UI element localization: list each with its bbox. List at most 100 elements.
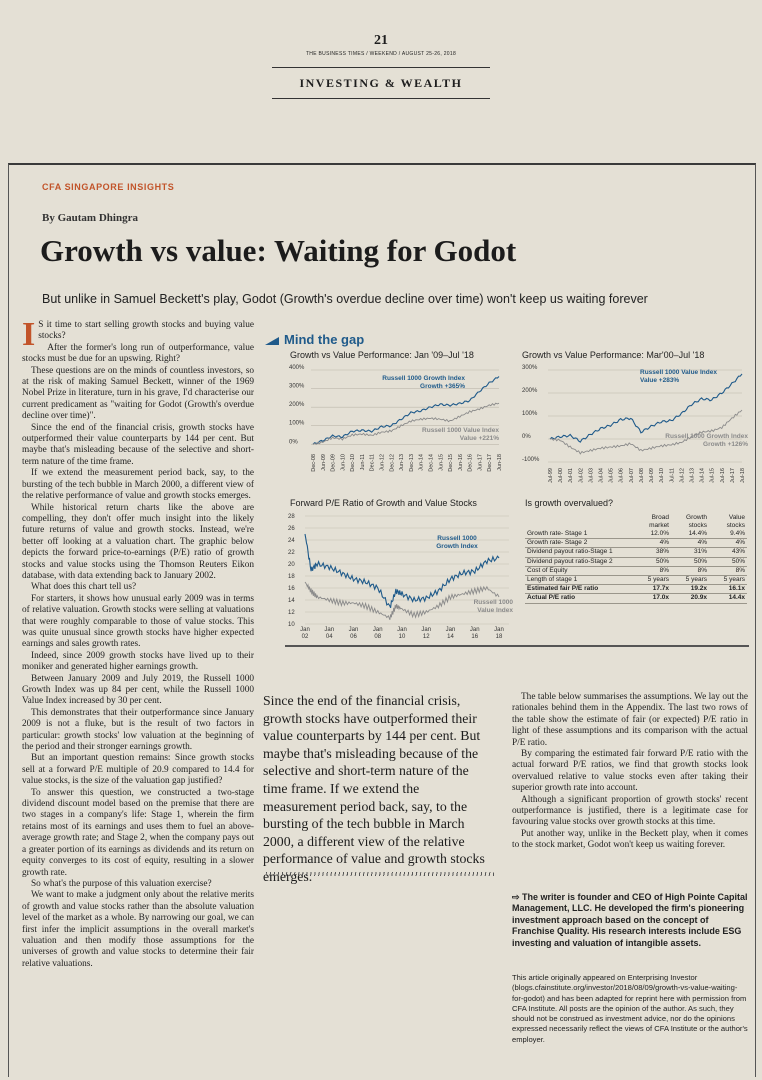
chart-3-svg: 28262422201816141210Jan02Jan04Jan06Jan08… — [288, 514, 513, 640]
series-annotation: Value +221% — [460, 435, 499, 442]
x-tick-label: Jul-11 — [669, 468, 675, 483]
x-tick-label: Jul-16 — [720, 468, 726, 483]
y-tick-label: 22 — [288, 550, 295, 556]
table-cell: 12.0% — [633, 530, 671, 540]
paragraph: This demonstrates that their outperforma… — [22, 707, 254, 753]
series-line-2 — [304, 581, 500, 620]
series-annotation: Growth +126% — [703, 441, 748, 448]
chart-1-title: Growth vs Value Performance: Jan '09–Jul… — [290, 350, 474, 360]
x-tick-label: Dec-15 — [448, 454, 454, 472]
standfirst: But unlike in Samuel Beckett's play, God… — [42, 292, 648, 306]
table-header — [525, 514, 633, 530]
x-tick-label: Jun-14 — [419, 454, 425, 471]
x-tick-label: Jan — [324, 627, 334, 633]
y-tick-label: 100% — [522, 411, 538, 417]
series-line-1 — [312, 376, 500, 445]
table-row-label: Growth rate- Stage 1 — [525, 530, 633, 540]
series-line-1 — [549, 373, 743, 443]
dateline: THE BUSINESS TIMES / WEEKEND / AUGUST 25… — [305, 51, 457, 57]
x-tick-label: 04 — [326, 634, 333, 640]
paragraph: If we extend the measurement period back… — [22, 468, 254, 502]
x-tick-label: 06 — [350, 634, 357, 640]
x-tick-label: Dec-13 — [409, 454, 415, 472]
paragraph: To answer this question, we constructed … — [22, 787, 254, 878]
x-tick-label: Dec-10 — [350, 454, 356, 472]
table-cell: 5 years — [671, 575, 709, 586]
article-frame — [8, 163, 756, 1077]
paragraph: The table below summarises the assumptio… — [512, 692, 748, 748]
table-cell: 8% — [633, 566, 671, 577]
x-tick-label: Jun-17 — [477, 454, 483, 471]
byline: By Gautam Dhingra — [42, 212, 138, 224]
table-cell: 4% — [709, 538, 747, 549]
paragraph: Indeed, since 2009 growth stocks have li… — [22, 650, 254, 673]
paragraph: By comparing the estimated fair forward … — [512, 749, 748, 794]
x-tick-label: 02 — [302, 634, 309, 640]
reprint-note: This article originally appeared on Ente… — [512, 973, 748, 1044]
y-tick-label: -100% — [522, 457, 540, 463]
x-tick-label: Jul-99 — [548, 468, 554, 483]
headline: Growth vs value: Waiting for Godot — [40, 233, 517, 268]
x-tick-label: Jul-13 — [689, 468, 695, 483]
table-cell: 17.7x — [633, 584, 671, 595]
x-tick-label: Jul-07 — [629, 468, 635, 483]
table-row-label: Estimated fair P/E ratio — [525, 584, 633, 595]
section-title: INVESTING & WEALTH — [299, 76, 463, 90]
x-tick-label: Dec-16 — [468, 454, 474, 472]
x-tick-label: Jan — [373, 627, 383, 633]
x-tick-label: Jun-13 — [399, 454, 405, 471]
table-row-label: Dividend payout ratio-Stage 1 — [525, 547, 633, 558]
x-tick-label: Jan — [300, 627, 310, 633]
table-cell: 38% — [633, 547, 671, 558]
chart-2-title: Growth vs Value Performance: Mar'00–Jul … — [522, 350, 705, 360]
table-row-label: Growth rate- Stage 2 — [525, 538, 633, 549]
valuation-table: Broad market Growth stocks Value stocks … — [525, 514, 747, 604]
y-tick-label: 100% — [289, 421, 305, 427]
series-annotation: Growth +365% — [420, 383, 465, 390]
x-tick-label: 18 — [496, 634, 503, 640]
table-cell: 50% — [671, 557, 709, 567]
x-tick-label: Jun-12 — [380, 454, 386, 471]
hatch-divider — [266, 872, 494, 876]
x-tick-label: Jun-18 — [497, 454, 503, 471]
paragraph: After the former's long run of outperfor… — [22, 342, 254, 365]
paragraph: S it time to start selling growth stocks… — [38, 320, 254, 342]
article-column-3: The table below summarises the assumptio… — [512, 692, 748, 852]
x-tick-label: Jan — [397, 627, 407, 633]
table-row-label: Actual P/E ratio — [525, 593, 633, 604]
x-tick-label: Jul-03 — [588, 468, 594, 483]
x-tick-label: Jul-15 — [710, 468, 716, 483]
y-tick-label: 24 — [288, 538, 295, 544]
x-tick-label: Jul-04 — [599, 468, 605, 483]
series-line-1 — [304, 533, 500, 608]
table-cell: 5 years — [709, 575, 747, 586]
section-rule-top — [272, 67, 490, 68]
table-cell: 8% — [671, 566, 709, 577]
x-tick-label: Jul-09 — [649, 468, 655, 483]
table-cell: 19.2x — [671, 584, 709, 595]
chart-2-svg: 300% 200% 100% 0% -100% Jul-99 Jul-00 Jul-01 Jul… — [522, 365, 748, 483]
series-annotation: Value Index — [477, 607, 513, 614]
series-annotation: Russell 1000 Growth Index — [665, 433, 748, 440]
paragraph: So what's the purpose of this valuation … — [31, 878, 212, 889]
table-row-label: Length of stage 1 — [525, 575, 633, 586]
x-tick-label: 08 — [374, 634, 381, 640]
section-rule-bottom — [272, 98, 490, 99]
chart-3: 28 26 24 22 20 18 16 14 12 10 Jan 02 Jan 04 Jan 06 Jan 08… — [287, 510, 513, 642]
graphic-title: Mind the gap — [284, 332, 365, 347]
x-tick-label: Jul-10 — [659, 468, 665, 483]
pull-quote: Since the end of the financial crisis, g… — [263, 693, 485, 884]
x-tick-label: Dec-17 — [487, 454, 493, 472]
table-row: Estimated fair P/E ratio 17.7x 19.2x 16.1x — [525, 584, 747, 595]
x-tick-label: Jan — [446, 627, 456, 633]
x-tick-label: Jul-12 — [679, 468, 685, 483]
x-tick-label: Dec-14 — [428, 454, 434, 472]
table-header-row: Broad market Growth stocks Value stocks — [525, 514, 747, 530]
table-row: Dividend payout ratio-Stage 1 38% 31% 43% — [525, 547, 747, 558]
y-tick-label: 0% — [289, 439, 298, 445]
x-tick-label: Jun-16 — [458, 454, 464, 471]
table-row: Growth rate- Stage 1 12.0% 14.4% 9.4% — [525, 530, 747, 540]
x-tick-label: 14 — [447, 634, 454, 640]
series-annotation: Russell 1000 — [474, 599, 513, 606]
